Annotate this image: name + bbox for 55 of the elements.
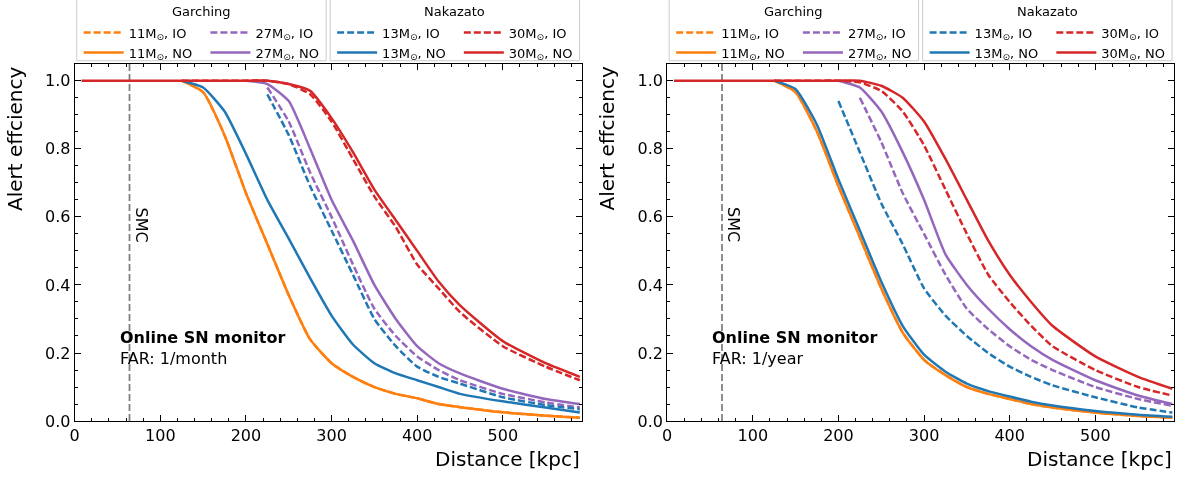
text: Garching bbox=[172, 4, 231, 19]
x-tick-label: 400 bbox=[401, 426, 433, 446]
legend-label: 27M$_{⊙}$, NO bbox=[847, 45, 912, 63]
x-tick-label: 300 bbox=[908, 426, 940, 446]
y-tick-label: 1.0 bbox=[45, 71, 71, 91]
y-tick-label: 0.6 bbox=[637, 207, 663, 227]
x-tick-label: 300 bbox=[316, 426, 347, 446]
legend-label: 30M$_{⊙}$, NO bbox=[1101, 45, 1165, 63]
legend-label: 27M$_{⊙}$, NO bbox=[255, 45, 320, 63]
legend-label: 13M$_{⊙}$, NO bbox=[382, 45, 446, 63]
y-tick-label: 0.4 bbox=[637, 275, 663, 295]
legend-label: 13M$_{⊙}$, IO bbox=[974, 25, 1033, 43]
annotation: FAR: 1/month bbox=[120, 349, 228, 368]
ref-line-label: SMC bbox=[131, 207, 151, 243]
y-tick-label: 0.6 bbox=[45, 207, 71, 227]
legend-label: 13M$_{⊙}$, NO bbox=[974, 45, 1039, 63]
legend-label: 27M$_{⊙}$, IO bbox=[255, 25, 314, 43]
legend-label: 11M$_{⊙}$, NO bbox=[721, 45, 785, 63]
x-tick-label: 0 bbox=[662, 426, 673, 446]
x-tick-label: 500 bbox=[487, 426, 519, 446]
x-axis-title: Distance [kpc] bbox=[435, 447, 580, 471]
annotation: Online SN monitor bbox=[712, 328, 878, 347]
x-tick-label: 400 bbox=[994, 426, 1025, 446]
x-tick-label: 0 bbox=[69, 426, 80, 446]
text: Nakazato bbox=[1017, 4, 1078, 19]
y-tick-label: 0.0 bbox=[637, 411, 663, 431]
y-axis-title: Alert effciency bbox=[595, 65, 620, 211]
y-tick-label: 0.8 bbox=[45, 139, 71, 159]
legend-label: 30M$_{⊙}$, IO bbox=[1101, 25, 1160, 43]
legend-label: 11M$_{⊙}$, NO bbox=[128, 45, 193, 63]
legend-label: 30M$_{⊙}$, IO bbox=[508, 25, 567, 43]
legend-label: 11M$_{⊙}$, IO bbox=[128, 25, 187, 43]
y-tick-label: 0.2 bbox=[637, 343, 663, 363]
legend-label: 11M$_{⊙}$, IO bbox=[721, 25, 779, 43]
y-tick-label: 0.4 bbox=[45, 275, 71, 295]
y-tick-label: 1.0 bbox=[637, 71, 663, 91]
ref-line-label: SMC bbox=[724, 207, 743, 243]
x-tick-label: 100 bbox=[145, 426, 176, 446]
line-series bbox=[80, 79, 582, 379]
legend-label: 30M$_{⊙}$, NO bbox=[508, 45, 573, 63]
y-tick-label: 0.2 bbox=[45, 343, 71, 363]
text: Nakazato bbox=[424, 4, 485, 19]
y-tick-label: 0.0 bbox=[45, 411, 71, 431]
text: Garching bbox=[764, 4, 823, 19]
x-tick-label: 200 bbox=[823, 426, 854, 446]
y-axis-title: Alert effciency bbox=[2, 66, 27, 212]
x-tick-label: 500 bbox=[1080, 426, 1111, 446]
x-axis-title: Distance [kpc] bbox=[1027, 447, 1172, 471]
x-tick-label: 100 bbox=[737, 426, 769, 446]
y-tick-label: 0.8 bbox=[637, 139, 663, 159]
x-tick-label: 200 bbox=[230, 426, 262, 446]
annotation: FAR: 1/year bbox=[712, 349, 804, 368]
legend-label: 27M$_{⊙}$, IO bbox=[847, 25, 906, 43]
annotation: Online SN monitor bbox=[120, 328, 286, 347]
legend-label: 13M$_{⊙}$, IO bbox=[382, 25, 440, 43]
